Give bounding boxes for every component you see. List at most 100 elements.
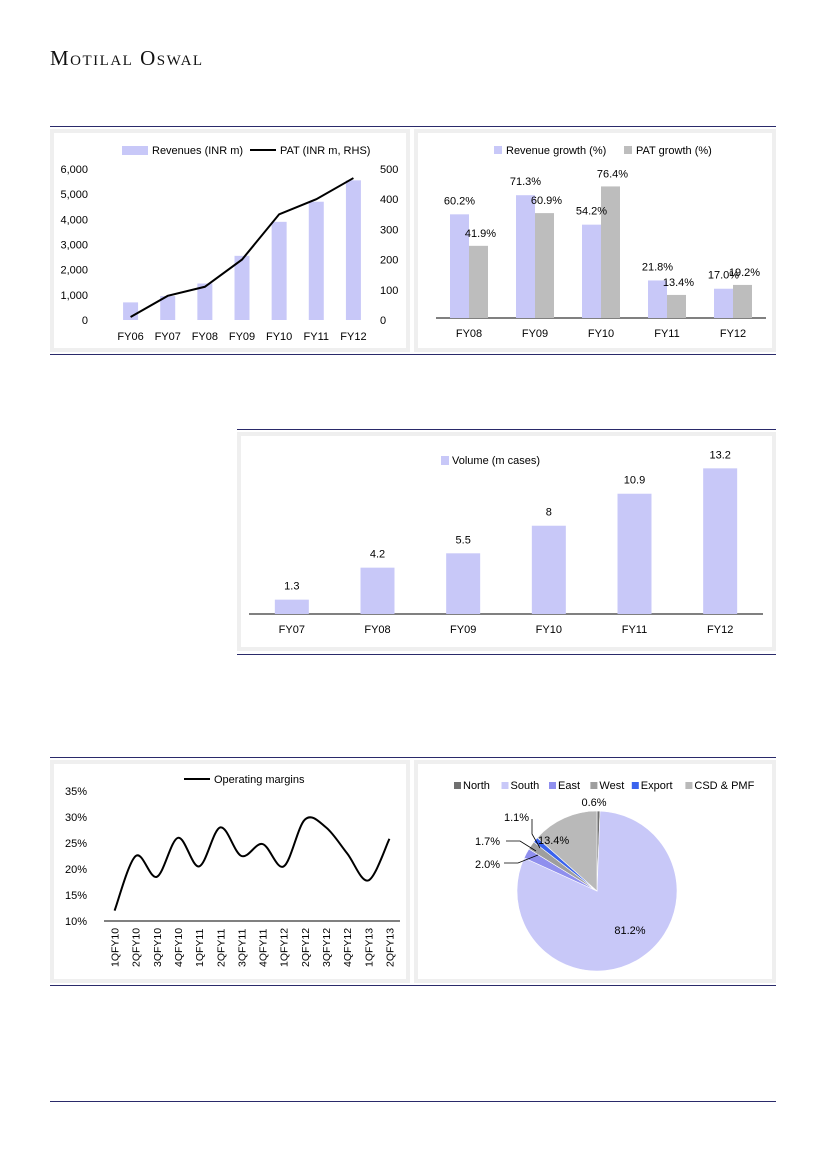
pie-slice [516, 810, 678, 972]
legend-label-pie: North [463, 780, 490, 792]
x-tick-label: 3QFY10 [152, 928, 164, 967]
chart-panel-left: Revenues (INR m) PAT (INR m, RHS) 6,000 5,0… [50, 129, 410, 352]
x-tick-label: FY10 [588, 328, 614, 340]
x-tick-label: FY11 [304, 331, 329, 343]
bar-revenue [345, 180, 361, 320]
bar-pat-growth [733, 284, 752, 318]
x-tick-label: 1QFY12 [279, 928, 291, 967]
bar-volume [703, 468, 738, 614]
section-rule [50, 354, 776, 355]
leader-line [504, 854, 539, 864]
y-tick-label: 35% [65, 786, 87, 798]
legend-label-margins: Operating margins [214, 774, 305, 786]
bar-pat-growth [601, 186, 620, 318]
legend-swatch-revenue-growth [494, 146, 502, 154]
bar-pat-growth [535, 213, 554, 318]
data-label-pat-growth: 60.9% [531, 195, 562, 207]
x-tick-label: FY08 [364, 624, 390, 636]
y2-tick-label: 100 [380, 285, 398, 297]
x-tick-label: FY07 [155, 331, 181, 343]
y-tick-label: 2,000 [60, 265, 88, 277]
x-tick-label: FY09 [522, 328, 548, 340]
bar-volume [446, 553, 481, 614]
x-tick-label: FY12 [720, 328, 746, 340]
x-tick-label: FY06 [117, 331, 143, 343]
x-tick-label: 1QFY11 [194, 929, 206, 967]
y-tick-label: 30% [65, 812, 87, 824]
legend-label-pie: West [599, 780, 624, 792]
legend-label-pat-growth: PAT growth (%) [636, 145, 712, 157]
bar-volume [617, 493, 652, 614]
pie-slice [536, 810, 598, 892]
bar-volume [360, 567, 395, 614]
y2-tick-label: 0 [380, 315, 386, 327]
pie-label: 81.2% [614, 925, 645, 937]
legend-swatch-pie [631, 782, 639, 789]
x-tick-label: FY12 [707, 624, 733, 636]
legend-swatch-pie [685, 782, 693, 789]
data-label-volume: 1.3 [284, 581, 299, 593]
x-tick-label: 4QFY10 [173, 928, 185, 967]
legend-swatch-pat-growth [624, 146, 632, 154]
y-tick-label: 25% [65, 838, 87, 850]
y2-tick-label: 200 [380, 255, 398, 267]
bar-revenue-growth [582, 224, 601, 318]
legend-swatch-pie [501, 782, 509, 789]
section-rule [50, 985, 776, 986]
pie-label: 13.4% [538, 835, 569, 847]
data-label-pat-growth: 13.4% [663, 277, 694, 289]
margins-chart: Operating margins 35% 30% 25% 20% 15% 10% 1QFY1… [65, 774, 400, 967]
legend-label-pie: East [558, 780, 580, 792]
x-tick-label: 1QFY10 [110, 928, 122, 967]
x-tick-label: 2QFY11 [215, 929, 227, 967]
leader-line [506, 840, 537, 852]
bar-pat-growth [469, 245, 488, 318]
data-label-revenue-growth: 54.2% [576, 206, 607, 218]
data-label-pat-growth: 76.4% [597, 168, 628, 180]
data-label-revenue-growth: 71.3% [510, 176, 541, 188]
section-rule [50, 757, 776, 758]
section-rule [50, 126, 776, 127]
legend-label-pie: Export [641, 780, 673, 792]
bar-revenue-growth [516, 195, 535, 318]
y2-tick-label: 300 [380, 224, 398, 236]
x-tick-label: 4QFY12 [342, 928, 354, 967]
x-tick-label: FY09 [229, 331, 255, 343]
y-tick-label: 4,000 [60, 214, 88, 226]
y-tick-label: 1,000 [60, 290, 88, 302]
y-tick-label: 20% [65, 864, 87, 876]
data-label-volume: 8 [546, 507, 552, 519]
legend-label-volume: Volume (m cases) [452, 455, 540, 467]
bar-revenue-growth [648, 280, 667, 318]
bar-revenue [308, 201, 324, 320]
bar-revenue [123, 302, 139, 320]
x-tick-label: 1QFY13 [363, 928, 375, 967]
x-tick-label: FY12 [340, 331, 366, 343]
legend-label-pat: PAT (INR m, RHS) [280, 145, 370, 157]
y-tick-label: 3,000 [60, 240, 88, 252]
x-tick-label: 2QFY13 [384, 928, 396, 967]
chart-panel-right: Revenue growth (%) PAT growth (%) 60.2% 41.… [414, 129, 776, 352]
footer-rule [50, 1101, 776, 1102]
line-pat [130, 177, 354, 318]
bar-pat-growth [667, 294, 686, 318]
data-label-revenue-growth: 21.8% [642, 261, 673, 273]
data-label-volume: 5.5 [456, 534, 471, 546]
y-tick-label: 5,000 [60, 189, 88, 201]
x-tick-label: FY09 [450, 624, 476, 636]
y2-tick-label: 500 [380, 164, 398, 176]
pie-label: 2.0% [475, 859, 500, 871]
bar-revenue [160, 296, 176, 320]
pie-label: 1.1% [504, 812, 529, 824]
legend-label-pie: South [511, 780, 540, 792]
revenue-pat-chart: Revenues (INR m) PAT (INR m, RHS) 6,000 5,0… [60, 145, 398, 343]
section-rule [237, 654, 776, 655]
x-tick-label: FY08 [192, 331, 218, 343]
x-tick-label: 3QFY11 [236, 929, 248, 967]
data-label-volume: 10.9 [624, 475, 645, 487]
chart-panel-volume: Volume (m cases) 1.3 FY07 4.2 FY08 5.5 FY09 8 FY… [237, 432, 776, 651]
x-tick-label: FY08 [456, 328, 482, 340]
legend-swatch-revenues [122, 146, 148, 155]
bar-revenue [234, 255, 250, 320]
x-tick-label: FY07 [279, 624, 305, 636]
